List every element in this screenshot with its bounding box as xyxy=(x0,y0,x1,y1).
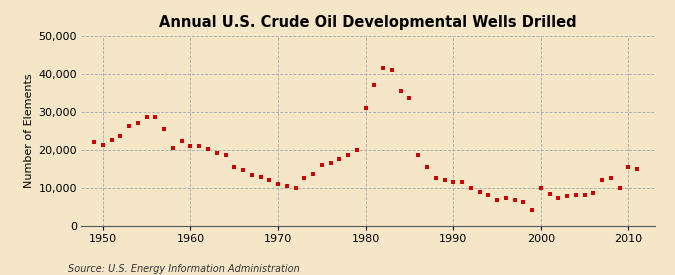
Point xyxy=(273,182,284,186)
Point xyxy=(115,134,126,139)
Point xyxy=(229,164,240,169)
Point xyxy=(448,180,459,184)
Point xyxy=(553,196,564,200)
Point xyxy=(431,176,441,180)
Point xyxy=(483,193,493,197)
Point xyxy=(509,198,520,202)
Title: Annual U.S. Crude Oil Developmental Wells Drilled: Annual U.S. Crude Oil Developmental Well… xyxy=(159,15,576,31)
Point xyxy=(491,197,502,202)
Point xyxy=(264,178,275,182)
Point xyxy=(106,138,117,142)
Point xyxy=(202,147,213,151)
Point xyxy=(290,186,301,191)
Point xyxy=(132,121,143,125)
Point xyxy=(159,126,169,131)
Point xyxy=(220,153,231,158)
Point xyxy=(334,157,345,161)
Point xyxy=(474,190,485,194)
Point xyxy=(88,140,99,145)
Point xyxy=(579,193,590,197)
Point xyxy=(404,96,415,101)
Point xyxy=(299,176,310,180)
Point xyxy=(360,106,371,110)
Point xyxy=(465,186,476,191)
Point xyxy=(439,178,450,182)
Point xyxy=(570,193,581,197)
Point xyxy=(352,147,362,152)
Point xyxy=(526,208,537,213)
Point xyxy=(378,66,389,70)
Point xyxy=(413,153,424,158)
Point xyxy=(167,145,178,150)
Point xyxy=(614,185,625,190)
Point xyxy=(632,166,643,171)
Point xyxy=(588,191,599,196)
Point xyxy=(544,192,555,197)
Y-axis label: Number of Elements: Number of Elements xyxy=(24,73,34,188)
Point xyxy=(597,178,608,182)
Point xyxy=(238,168,248,173)
Point xyxy=(150,115,161,120)
Point xyxy=(185,144,196,148)
Point xyxy=(387,68,398,72)
Point xyxy=(500,196,511,200)
Text: Source: U.S. Energy Information Administration: Source: U.S. Energy Information Administ… xyxy=(68,264,299,274)
Point xyxy=(562,194,572,198)
Point xyxy=(369,83,380,87)
Point xyxy=(281,183,292,188)
Point xyxy=(124,124,134,128)
Point xyxy=(308,172,319,177)
Point xyxy=(176,139,187,144)
Point xyxy=(211,151,222,156)
Point xyxy=(194,144,205,148)
Point xyxy=(623,164,634,169)
Point xyxy=(457,180,468,184)
Point xyxy=(605,176,616,180)
Point xyxy=(325,161,336,165)
Point xyxy=(141,114,152,119)
Point xyxy=(246,173,257,178)
Point xyxy=(97,143,108,147)
Point xyxy=(343,153,354,158)
Point xyxy=(317,163,327,167)
Point xyxy=(535,186,546,191)
Point xyxy=(422,164,433,169)
Point xyxy=(518,200,529,204)
Point xyxy=(255,175,266,179)
Point xyxy=(396,89,406,93)
